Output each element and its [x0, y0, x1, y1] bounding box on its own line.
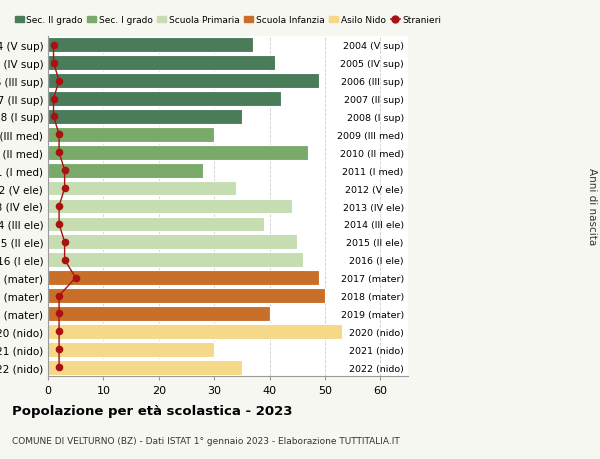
- Bar: [48, 271, 319, 285]
- Bar: [48, 110, 242, 124]
- Bar: [48, 325, 341, 339]
- Bar: [48, 39, 253, 53]
- Bar: [48, 163, 203, 178]
- Bar: [48, 253, 303, 268]
- Bar: [48, 92, 281, 106]
- Text: Popolazione per età scolastica - 2023: Popolazione per età scolastica - 2023: [12, 404, 293, 417]
- Bar: [48, 199, 292, 214]
- Bar: [48, 235, 297, 250]
- Text: COMUNE DI VELTURNO (BZ) - Dati ISTAT 1° gennaio 2023 - Elaborazione TUTTITALIA.I: COMUNE DI VELTURNO (BZ) - Dati ISTAT 1° …: [12, 436, 400, 445]
- Bar: [48, 181, 236, 196]
- Bar: [48, 146, 308, 160]
- Bar: [48, 74, 319, 89]
- Bar: [48, 307, 269, 321]
- Bar: [48, 217, 264, 232]
- Bar: [48, 289, 325, 303]
- Legend: Sec. II grado, Sec. I grado, Scuola Primaria, Scuola Infanzia, Asilo Nido, Stran: Sec. II grado, Sec. I grado, Scuola Prim…: [14, 17, 442, 25]
- Bar: [48, 56, 275, 71]
- Bar: [48, 128, 214, 142]
- Bar: [48, 342, 214, 357]
- Bar: [48, 360, 242, 375]
- Text: Anni di nascita: Anni di nascita: [587, 168, 597, 245]
